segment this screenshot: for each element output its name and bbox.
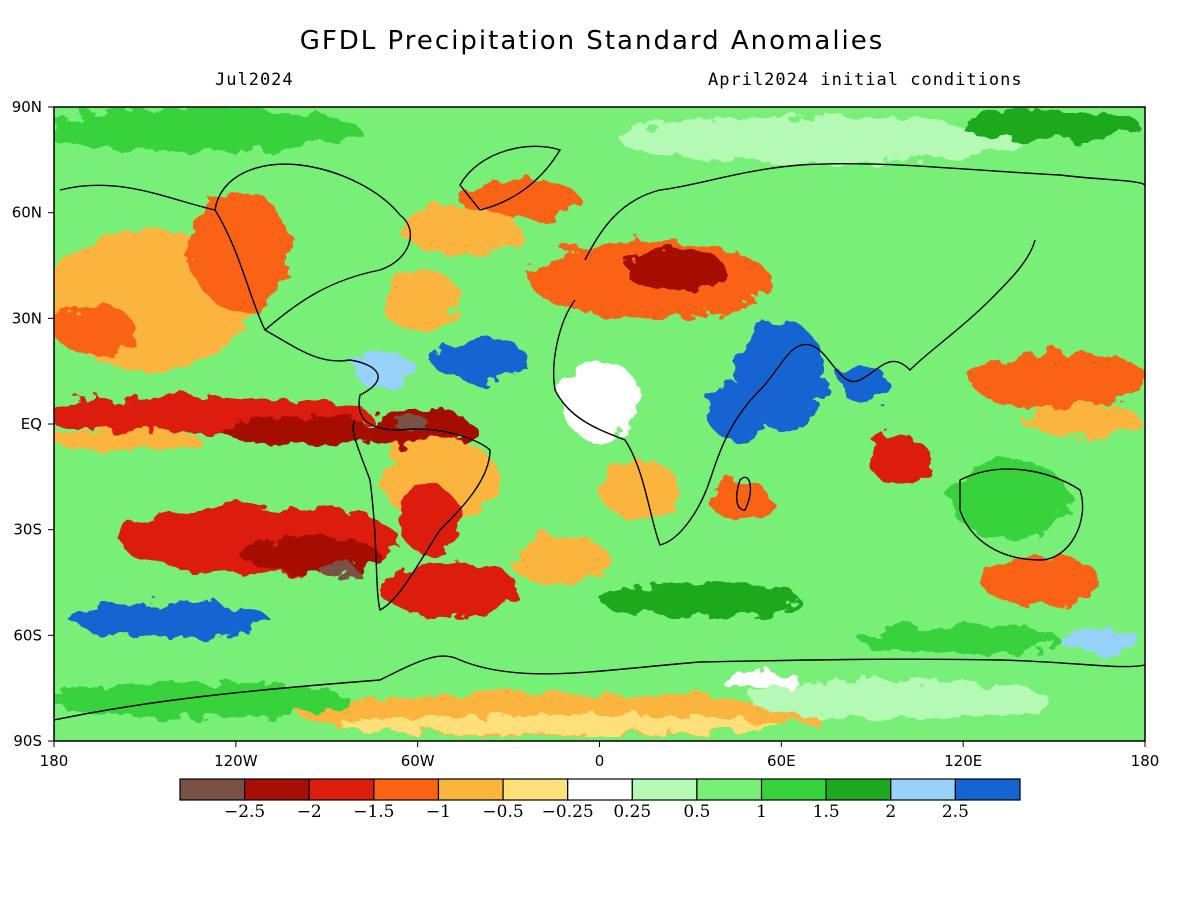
colorbar-label: 2.5 [941,802,969,822]
anomaly-blobs [54,108,1145,737]
init-conditions-label: April2024 initial conditions [708,70,1023,90]
blob-antarctica-east [750,680,1050,720]
lat-label: 90N [12,98,42,116]
blob-paraguay [400,485,460,555]
blob-caribbean [355,350,415,390]
blob-turkey [625,248,725,292]
blob-north-atlantic [400,205,520,255]
coast-australia [959,468,1084,561]
colorbar-label: −0.25 [541,802,594,822]
blob-atlantic-wet [432,338,528,382]
blob-nw-pacific [970,352,1145,408]
colorbar-label: 0.5 [683,802,711,822]
blob-madagascar [710,480,770,520]
colorbar-label: 2 [885,802,897,822]
blob-w-pacific [1020,405,1140,435]
lat-axis: 90N 60N 30N EQ 30S 60S 90S [12,98,54,750]
coast-madagascar [736,476,752,511]
colorbar-label: 1.5 [812,802,840,822]
blob-southern-ocean-east [1060,628,1140,652]
blob-us-east [380,270,460,330]
colorbar-label: −1.5 [353,802,395,822]
blob-southern-ocean-pacific [70,602,270,638]
blob-indian-ocean [870,435,930,485]
blob-southern-ocean-indian [600,582,800,618]
blob-tasman [980,555,1100,605]
coast-north-america [214,163,411,331]
blob-amazon-core [392,415,428,429]
lat-label: 30S [13,521,42,539]
coast-antarctica [54,655,1145,721]
lon-label: 120W [214,752,258,770]
blob-se-pacific-core [240,537,380,573]
colorbar-label: −1 [425,802,451,822]
coast-eurasia-north [584,162,1145,261]
lat-label: 60S [13,626,42,644]
lat-label: EQ [21,415,42,433]
lat-label: 90S [13,732,42,750]
coast-americas [59,184,491,612]
coast-africa-asia [553,239,1036,546]
colorbar-label: −0.5 [482,802,524,822]
blob-bay-bengal [840,367,890,403]
blob-arctic-far-east [960,109,1140,141]
blob-hawaii-region [55,305,135,355]
anomaly-field [54,107,1145,741]
blob-antarctica-inner [340,715,780,735]
blob-neutral-south [720,670,800,690]
blob-arctic-east [620,116,1020,164]
lon-label: 60E [767,752,796,770]
lon-label: 120E [944,752,982,770]
blob-arctic-west [54,108,360,152]
coastlines [54,145,1145,721]
coast-greenland [459,145,562,211]
blob-eq-pacific-west [54,430,200,450]
blob-horn-africa [705,380,775,440]
blob-eq-pacific-core [220,416,380,444]
colorbar-label: −2 [296,802,322,822]
blob-argentina [380,562,520,618]
blob-se-pacific-peak [320,562,356,578]
chart-title: GFDL Precipitation Standard Anomalies [299,26,885,56]
blob-antarctica-west [54,682,350,718]
blob-south-atlantic [510,535,610,585]
lat-label: 30N [12,309,42,327]
colorbar-label: −2.5 [223,802,266,822]
blob-sahara [560,360,640,440]
lon-label: 60W [401,752,435,770]
colorbar-label: 1 [756,802,767,822]
lon-label: 0 [595,752,605,770]
lon-axis: 180 120W 60W 0 60E 120E 180 [40,741,1160,770]
blob-nw-america [190,190,290,310]
lon-label: 180 [1131,752,1160,770]
lon-label: 180 [40,752,69,770]
colorbar-label: 0.25 [613,802,652,822]
blob-southern-ocean-aus [860,625,1060,655]
blob-south-africa [600,460,680,520]
valid-month-label: Jul2024 [215,70,294,90]
blob-australia [950,460,1070,540]
lat-label: 60N [12,204,42,222]
